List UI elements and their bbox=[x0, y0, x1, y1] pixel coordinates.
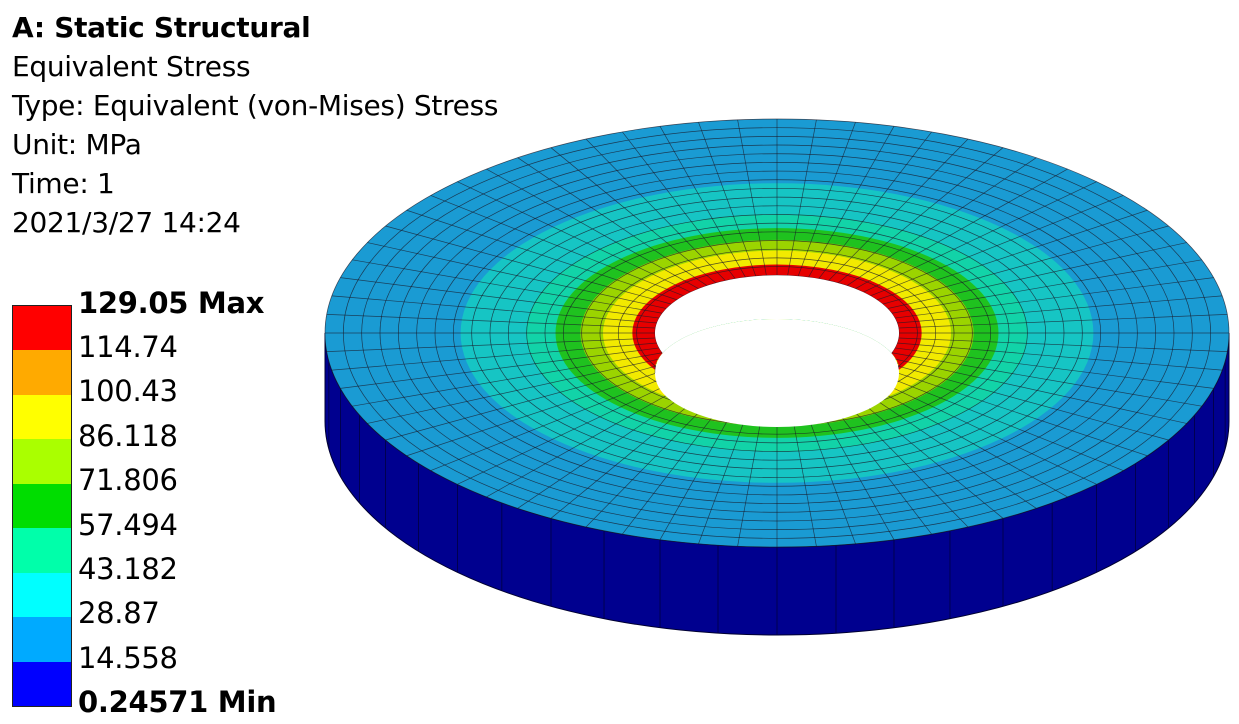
legend-color-bar[interactable] bbox=[12, 305, 72, 707]
result-date: 2021/3/27 14:24 bbox=[12, 206, 241, 239]
legend-label: 114.74 bbox=[78, 330, 178, 364]
legend-color-band bbox=[13, 394, 71, 440]
legend-color-band bbox=[13, 306, 71, 351]
legend-color-band bbox=[13, 572, 71, 618]
legend-label: 86.118 bbox=[78, 419, 178, 453]
legend-color-band bbox=[13, 439, 71, 484]
legend-label: 100.43 bbox=[78, 374, 178, 408]
result-time: Time: 1 bbox=[12, 167, 115, 200]
result-info-block: A: Static Structural Equivalent Stress T… bbox=[12, 8, 498, 242]
legend-color-band bbox=[13, 617, 71, 662]
hole-through bbox=[654, 319, 900, 427]
legend-color-band bbox=[13, 661, 71, 706]
legend-label: 14.558 bbox=[78, 641, 178, 675]
result-name: Equivalent Stress bbox=[12, 50, 251, 83]
legend-label: 71.806 bbox=[78, 463, 178, 497]
analysis-title: A: Static Structural bbox=[12, 11, 311, 44]
disc-outer-side-face bbox=[324, 332, 1230, 636]
legend-color-band bbox=[13, 483, 71, 529]
legend-label: 28.87 bbox=[78, 596, 160, 630]
legend-color-band bbox=[13, 528, 71, 573]
legend-label: 43.182 bbox=[78, 552, 178, 586]
result-unit: Unit: MPa bbox=[12, 128, 142, 161]
result-type: Type: Equivalent (von-Mises) Stress bbox=[12, 89, 499, 122]
legend-label-min: 0.24571 Min bbox=[78, 685, 277, 719]
legend-label: 57.494 bbox=[78, 508, 178, 542]
legend-color-band bbox=[13, 350, 71, 395]
legend-label-max: 129.05 Max bbox=[78, 286, 265, 320]
